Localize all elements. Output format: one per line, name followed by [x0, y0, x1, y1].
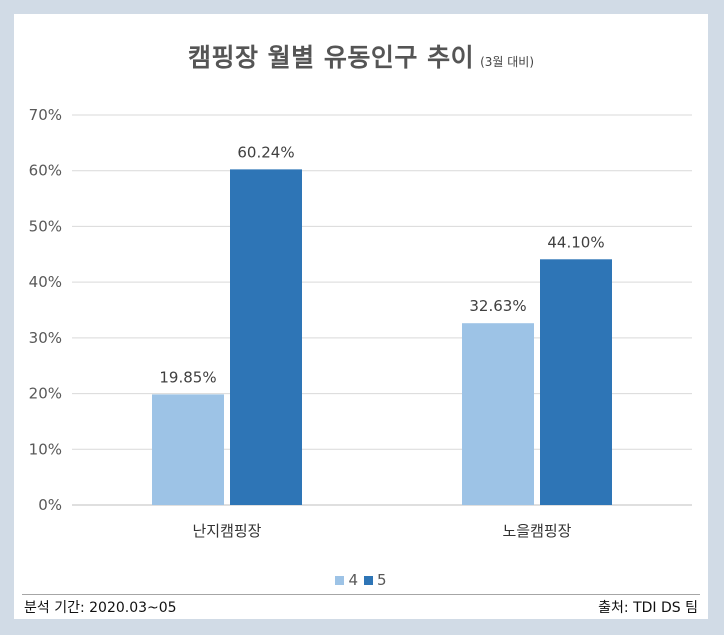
legend-item: 4 [335, 571, 358, 589]
legend-label: 5 [377, 571, 387, 589]
y-tick-label: 0% [38, 496, 62, 514]
y-tick-label: 20% [29, 385, 62, 403]
bar-5-0 [230, 169, 302, 505]
category-label: 노을캠핑장 [502, 522, 571, 540]
source-credit: 출처: TDI DS 팀 [598, 600, 698, 616]
data-label: 44.10% [547, 233, 604, 251]
bar-4-0 [152, 394, 224, 505]
chart-subtitle: (3월 대비) [480, 55, 535, 69]
data-label: 19.85% [159, 368, 216, 386]
legend-item: 5 [364, 571, 387, 589]
y-tick-label: 30% [29, 329, 62, 347]
footer-divider [22, 594, 700, 595]
legend-swatch [364, 575, 373, 585]
legend-swatch [335, 575, 345, 585]
data-label: 60.24% [237, 143, 294, 161]
chart-frame: 캠핑장 월별 유동인구 추이 (3월 대비) 0% 10% 20% 30% 40% 50% 6… [14, 14, 708, 619]
y-tick-label: 50% [29, 217, 62, 235]
data-label: 32.63% [469, 297, 526, 315]
category-label: 난지캠핑장 [192, 522, 261, 540]
analysis-period: 분석 기간: 2020.03~05 [24, 600, 177, 616]
chart-title-block: 캠핑장 월별 유동인구 추이 (3월 대비) [14, 38, 708, 74]
y-tick-label: 10% [29, 440, 62, 458]
bar-5-1 [540, 259, 612, 505]
y-tick-label: 60% [29, 162, 62, 180]
chart-title: 캠핑장 월별 유동인구 추이 [187, 43, 475, 72]
bar-chart: 0% 10% 20% 30% 40% 50% 60% 70% 19.85% 60.24% 난지캠핑장… [29, 106, 692, 540]
y-tick-label: 70% [29, 106, 62, 124]
y-tick-label: 40% [29, 273, 62, 291]
legend-label: 4 [348, 571, 358, 589]
bar-4-1 [462, 323, 534, 505]
